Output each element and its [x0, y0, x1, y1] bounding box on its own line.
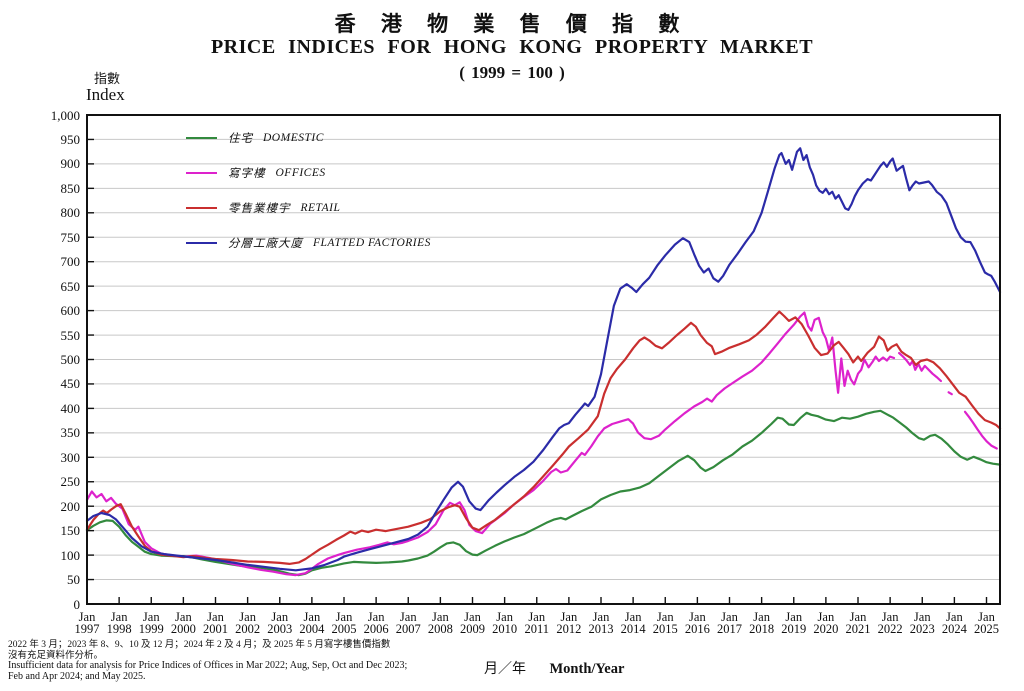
legend-item-flatted-factories: 分層工廠大廈 FLATTED FACTORIES: [186, 233, 431, 253]
x-tick-label: Jan 2001: [203, 610, 228, 636]
series-line-domestic: [85, 409, 1002, 577]
x-tick-label: Jan 2003: [267, 610, 293, 636]
y-tick-label: 350: [60, 425, 81, 441]
series-line-offices: [963, 410, 998, 450]
flatted-factories-line-swatch: [186, 241, 217, 245]
x-tick-label: Jan 2008: [427, 610, 453, 636]
x-tick-label: Jan 2006: [363, 610, 389, 636]
footnote-line: Insufficient data for analysis for Price…: [8, 660, 408, 671]
legend-label: RETAIL: [300, 202, 341, 214]
x-axis-label-chinese: 月／年: [484, 662, 526, 677]
x-tick-label: Jan 2020: [813, 610, 839, 636]
x-tick-label: Jan 2004: [299, 610, 325, 636]
x-tick-label: Jan 2009: [460, 610, 485, 636]
x-tick-label: Jan 2005: [331, 610, 357, 636]
legend-label: FLATTED FACTORIES: [313, 237, 431, 249]
offices-line-swatch: [186, 171, 217, 175]
y-tick-label: 300: [60, 449, 81, 465]
legend-label: 分層工廠大廈: [228, 238, 303, 250]
chart-base-period: ( 1999 = 100 ): [459, 63, 565, 82]
chart-title-english: PRICE INDICES FOR HONG KONG PROPERTY MAR…: [210, 36, 814, 58]
legend-item-domestic: 住宅 DOMESTIC: [186, 128, 431, 148]
y-tick-label: 800: [60, 205, 81, 221]
y-axis-label-english: Index: [86, 85, 125, 104]
y-tick-label: 100: [60, 547, 81, 563]
legend-item-offices: 寫字樓 OFFICES: [186, 163, 431, 183]
y-tick-label: 450: [60, 376, 81, 392]
y-tick-label: 250: [60, 474, 81, 490]
y-tick-label: 150: [60, 523, 81, 539]
x-tick-label: Jan 2016: [684, 610, 710, 636]
x-tick-label: Jan 2010: [492, 610, 518, 636]
x-tick-label: Jan 2018: [749, 610, 775, 636]
x-tick-label: Jan 2017: [717, 610, 742, 636]
x-tick-label: Jan 2014: [620, 610, 646, 636]
x-tick-label: Jan 1998: [106, 610, 132, 636]
series-line-offices: [897, 352, 943, 383]
x-tick-label: Jan 2025: [974, 610, 999, 636]
y-tick-label: 500: [60, 352, 81, 367]
footnote-line: Feb and Apr 2024; and May 2025.: [8, 670, 146, 682]
y-tick-label: 1,000: [50, 107, 80, 123]
x-axis-caption: 月／年 Month/Year: [484, 658, 624, 678]
y-tick-label: 400: [60, 400, 81, 416]
x-tick-label: Jan 2000: [170, 610, 196, 636]
footnote-line: 沒有充足資料作分析。: [8, 650, 104, 661]
y-tick-label: 750: [60, 229, 81, 245]
y-axis-label-chinese: 指數: [94, 71, 121, 86]
x-tick-label: Jan 1999: [138, 610, 164, 636]
legend-label: OFFICES: [275, 167, 326, 179]
x-tick-label: Jan 2002: [235, 610, 261, 636]
series-line-offices: [947, 391, 953, 396]
legend: 住宅 DOMESTIC 寫字樓 OFFICES 零售業樓宇 RETAIL 分層工…: [186, 128, 431, 268]
domestic-line-swatch: [186, 136, 217, 140]
chart-title-chinese: 香 港 物 業 售 價 指 數: [334, 12, 690, 36]
x-tick-label: Jan 2023: [909, 610, 935, 636]
legend-label: 零售業樓宇: [228, 203, 291, 215]
x-tick-label: Jan 2015: [652, 610, 678, 636]
x-tick-label: Jan 2024: [941, 610, 967, 636]
series-line-offices: [85, 311, 896, 577]
y-tick-label: 550: [60, 327, 81, 343]
footnote-line: 2022 年 3 月；2023 年 8、9、10 及 12 月；2024 年 2…: [8, 640, 391, 650]
y-tick-label: 600: [60, 303, 81, 319]
legend-label: DOMESTIC: [263, 132, 324, 144]
x-tick-label: Jan 2011: [524, 610, 550, 636]
x-tick-label: Jan 2022: [877, 610, 903, 636]
y-tick-label: 650: [60, 278, 81, 294]
x-axis-label-english: Month/Year: [549, 661, 625, 677]
y-tick-label: 200: [60, 498, 81, 514]
footnotes: 2022 年 3 月；2023 年 8、9、10 及 12 月；2024 年 2…: [8, 640, 407, 682]
retail-line-swatch: [186, 206, 217, 210]
x-tick-label: Jan 2013: [588, 610, 614, 636]
x-tick-label: Jan 1997: [74, 610, 100, 636]
y-tick-label: 900: [60, 156, 81, 172]
legend-label: 寫字樓: [228, 168, 266, 180]
legend-label: 住宅: [228, 133, 253, 145]
y-tick-label: 950: [60, 131, 81, 147]
x-tick-label: Jan 2012: [556, 610, 582, 636]
series-line-retail: [85, 310, 1002, 566]
series-line-flatted-factories: [85, 147, 1002, 572]
y-tick-label: 50: [67, 572, 80, 588]
x-tick-label: Jan 2021: [845, 610, 871, 636]
y-tick-label: 850: [60, 180, 81, 196]
legend-item-retail: 零售業樓宇 RETAIL: [186, 198, 431, 218]
y-tick-label: 700: [60, 254, 81, 270]
x-tick-label: Jan 2007: [395, 610, 421, 636]
y-tick-label: 0: [73, 596, 81, 612]
x-tick-label: Jan 2019: [781, 610, 807, 636]
